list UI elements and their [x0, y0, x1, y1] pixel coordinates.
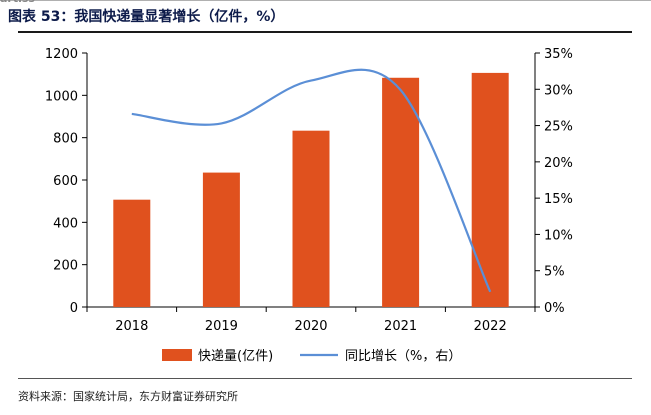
right-tick-label: 0%	[544, 301, 565, 316]
right-tick-label: 20%	[544, 156, 573, 171]
bar-2019	[202, 172, 240, 307]
left-tick-label: 200	[53, 259, 78, 274]
bar-2018	[113, 199, 151, 307]
bar-2020	[292, 130, 330, 307]
right-tick-label: 25%	[544, 120, 573, 135]
footer-rule	[18, 378, 632, 379]
legend-line-label: 同比增长（%，右）	[345, 349, 461, 364]
right-tick-label: 5%	[544, 265, 565, 280]
x-tick-label: 2018	[115, 319, 148, 334]
header-fragment: artiss	[0, 0, 35, 5]
left-tick-label: 400	[53, 216, 78, 231]
title-rule	[18, 31, 632, 33]
right-tick-label: 30%	[544, 83, 573, 98]
source-note: 资料来源：国家统计局，东方财富证券研究所	[18, 390, 238, 403]
left-tick-label: 1200	[45, 47, 78, 62]
right-tick-label: 35%	[544, 47, 573, 62]
figure-title: 图表 53：我国快递量显著增长（亿件，%）	[8, 9, 285, 25]
right-tick-label: 15%	[544, 192, 573, 207]
legend-bar-swatch	[162, 349, 192, 361]
x-tick-label: 2022	[474, 319, 507, 334]
x-tick-label: 2019	[205, 319, 238, 334]
growth-line	[131, 68, 492, 293]
right-tick-label: 10%	[544, 228, 573, 243]
bar-2021	[382, 77, 420, 307]
left-tick-label: 1000	[45, 89, 78, 104]
top-rule	[0, 0, 651, 1]
x-tick-label: 2021	[384, 319, 417, 334]
legend-bar-label: 快递量(亿件)	[198, 349, 273, 364]
bar-2022	[471, 72, 509, 307]
left-tick-label: 800	[53, 132, 78, 147]
left-tick-label: 0	[70, 301, 78, 316]
left-tick-label: 600	[53, 174, 78, 189]
x-tick-label: 2020	[294, 319, 327, 334]
